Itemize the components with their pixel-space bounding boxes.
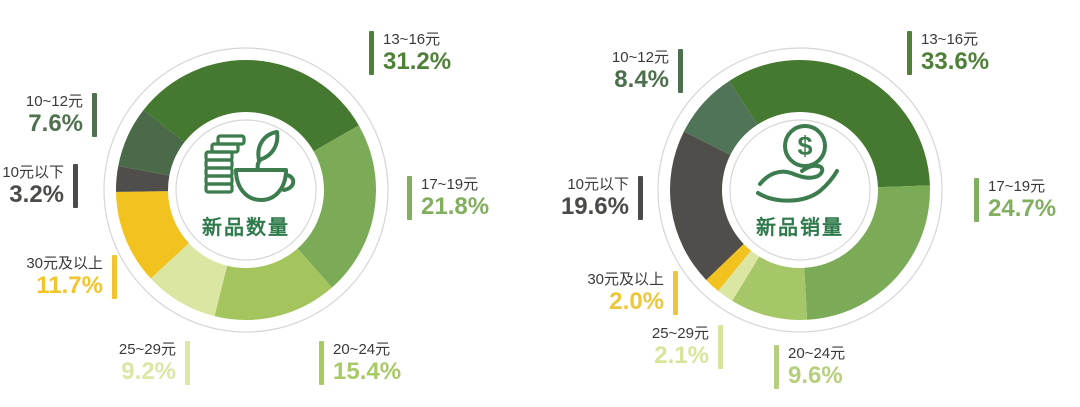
category-text: 10~12元: [611, 49, 669, 66]
chart-title-quantity: 新品数量: [202, 217, 290, 239]
tick-bar: [369, 31, 374, 76]
label-quantity-under-10: 10元以下 3.2%: [2, 164, 78, 209]
category-text: 10元以下: [2, 164, 64, 181]
donut-segment-13~16元: [143, 59, 359, 152]
coins-teacup-icon: [204, 130, 296, 202]
category-text: 13~16元: [921, 31, 979, 48]
percent-text: 31.2%: [383, 48, 452, 76]
tick-bar: [319, 341, 324, 386]
category-text: 20~24元: [333, 341, 391, 358]
donut-chart-new-product-sales: [657, 47, 943, 333]
dollar-sign-glyph: $: [797, 131, 812, 161]
percent-text: 15.4%: [333, 358, 402, 386]
category-text: 17~19元: [421, 176, 479, 193]
tick-bar: [92, 93, 97, 138]
category-text: 30元及以上: [26, 255, 103, 272]
tick-bar: [974, 178, 979, 223]
tick-bar: [112, 255, 117, 300]
donut-segment-10元以下: [669, 131, 744, 280]
percent-text: 2.0%: [609, 288, 664, 316]
donut-segment-30元及以上: [116, 191, 189, 279]
category-text: 25~29元: [651, 325, 709, 342]
label-sales-25-29: 25~29元 2.1%: [651, 325, 723, 370]
donut-segment-10~12元: [118, 109, 185, 176]
label-quantity-13-16: 13~16元 31.2%: [369, 31, 452, 76]
category-text: 25~29元: [118, 341, 176, 358]
percent-text: 33.6%: [921, 48, 990, 76]
tick-bar: [678, 49, 683, 94]
chart-title-sales: 新品销量: [756, 217, 844, 239]
percent-text: 24.7%: [988, 195, 1057, 223]
category-text: 17~19元: [988, 178, 1046, 195]
donut-segment-17~19元: [297, 125, 376, 288]
decorative-ring: [103, 47, 389, 333]
hand-coin-icon: $: [756, 124, 839, 203]
label-quantity-10-12: 10~12元 7.6%: [25, 93, 97, 138]
label-sales-20-24: 20~24元 9.6%: [774, 345, 846, 390]
tick-bar: [73, 164, 78, 209]
tick-bar: [774, 345, 779, 390]
percent-text: 7.6%: [28, 110, 83, 138]
donut-segment-30元及以上: [706, 243, 751, 292]
tick-bar: [638, 176, 643, 221]
category-text: 10元以下: [567, 176, 629, 193]
tick-bar: [407, 176, 412, 221]
label-sales-13-16: 13~16元 33.6%: [907, 31, 990, 76]
label-sales-17-19: 17~19元 24.7%: [974, 178, 1057, 223]
decorative-ring: [729, 119, 871, 261]
category-text: 20~24元: [788, 345, 846, 362]
donut-segment-17~19元: [804, 185, 931, 320]
label-sales-30-plus: 30元及以上 2.0%: [587, 271, 678, 316]
donut-chart-new-product-quantity: [103, 47, 389, 333]
percent-text: 9.6%: [788, 362, 843, 390]
donut-segment-25~29元: [150, 243, 228, 317]
tick-bar: [185, 341, 190, 386]
category-text: 30元及以上: [587, 271, 664, 288]
label-quantity-20-24: 20~24元 15.4%: [319, 341, 402, 386]
percent-text: 9.2%: [121, 358, 176, 386]
donut-segment-13~16元: [729, 59, 930, 188]
donut-segment-25~29元: [718, 250, 760, 301]
tick-bar: [673, 271, 678, 316]
category-text: 13~16元: [383, 31, 441, 48]
tick-bar: [907, 31, 912, 76]
tick-bar: [718, 325, 723, 370]
label-quantity-17-19: 17~19元 21.8%: [407, 176, 490, 221]
label-sales-10-12: 10~12元 8.4%: [611, 49, 683, 94]
decorative-ring: [175, 119, 317, 261]
donut-segment-20~24元: [214, 248, 332, 320]
percent-text: 11.7%: [36, 272, 103, 300]
label-quantity-25-29: 25~29元 9.2%: [118, 341, 190, 386]
percent-text: 21.8%: [421, 193, 490, 221]
percent-text: 2.1%: [654, 342, 709, 370]
category-text: 10~12元: [25, 93, 83, 110]
donut-segment-20~24元: [732, 256, 808, 321]
label-quantity-30-plus: 30元及以上 11.7%: [26, 255, 117, 300]
percent-text: 19.6%: [560, 193, 629, 221]
decorative-ring: [657, 47, 943, 333]
label-sales-under-10: 10元以下 19.6%: [560, 176, 643, 221]
percent-text: 8.4%: [614, 66, 669, 94]
percent-text: 3.2%: [9, 181, 64, 209]
donut-segment-10元以下: [115, 165, 170, 192]
donut-segment-10~12元: [683, 80, 758, 155]
